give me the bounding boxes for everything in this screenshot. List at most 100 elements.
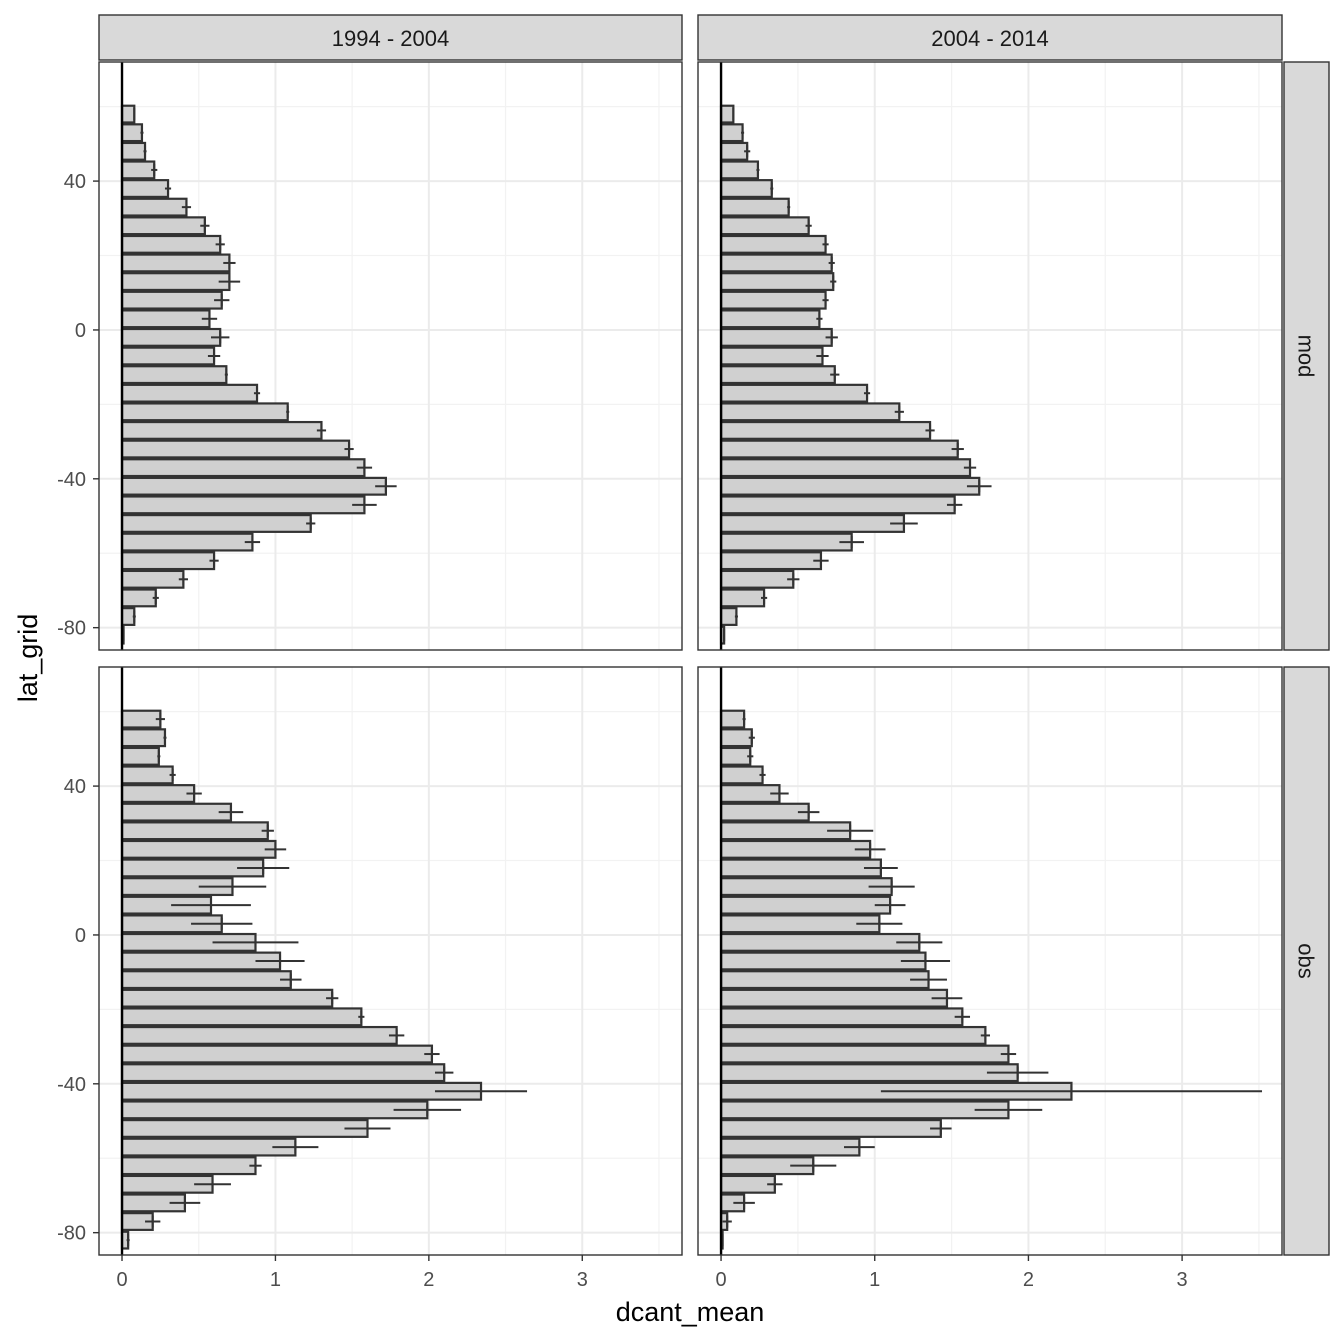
bar bbox=[120, 1044, 434, 1064]
bar bbox=[719, 709, 746, 729]
y-tick-label: 40 bbox=[64, 776, 86, 798]
bar bbox=[120, 709, 162, 729]
bar bbox=[719, 569, 795, 589]
bar bbox=[120, 988, 334, 1008]
bar bbox=[120, 802, 233, 822]
bar bbox=[120, 216, 206, 236]
bar bbox=[120, 765, 174, 785]
y-tick-label: 0 bbox=[75, 320, 86, 342]
x-tick-label: 3 bbox=[577, 1269, 588, 1291]
bar bbox=[719, 1137, 861, 1157]
bar bbox=[719, 179, 773, 199]
bar bbox=[719, 197, 790, 217]
bar bbox=[120, 746, 160, 766]
x-tick-label: 1 bbox=[869, 1269, 880, 1291]
bar bbox=[719, 970, 930, 990]
panel-2004-2014-obs bbox=[697, 666, 1283, 1256]
bar bbox=[719, 383, 869, 403]
y-tick-label: 40 bbox=[64, 171, 86, 193]
bar bbox=[120, 513, 312, 533]
bar bbox=[719, 123, 744, 143]
bar bbox=[120, 346, 216, 366]
bar bbox=[719, 513, 906, 533]
row-strip-mod bbox=[1283, 61, 1330, 651]
bar bbox=[719, 1044, 1010, 1064]
bar bbox=[120, 420, 323, 440]
bar bbox=[719, 327, 833, 347]
y-tick-label: 0 bbox=[75, 925, 86, 947]
bar bbox=[719, 1100, 1010, 1120]
bar bbox=[120, 1118, 369, 1138]
bar bbox=[719, 1118, 942, 1138]
bar bbox=[719, 160, 760, 180]
bar bbox=[120, 197, 188, 217]
bar bbox=[120, 290, 223, 310]
bar bbox=[719, 877, 893, 897]
bar bbox=[719, 420, 932, 440]
panel-border bbox=[697, 666, 1283, 1256]
bar bbox=[120, 569, 185, 589]
row-strip-obs bbox=[1283, 666, 1330, 1256]
bar bbox=[719, 932, 921, 952]
x-tick-label: 0 bbox=[715, 1269, 726, 1291]
bar bbox=[120, 439, 351, 459]
strips-layer: 1994 - 2004 2004 - 2014 mod obs bbox=[98, 14, 1330, 1256]
row-strip-label-mod: mod bbox=[1294, 335, 1319, 378]
bar bbox=[719, 141, 749, 161]
y-tick-label: -40 bbox=[57, 469, 86, 491]
bar bbox=[719, 272, 835, 292]
bar bbox=[120, 532, 254, 552]
bar bbox=[719, 532, 853, 552]
bar bbox=[719, 104, 735, 124]
bar bbox=[719, 728, 753, 748]
panel-border bbox=[697, 61, 1283, 651]
bar bbox=[120, 458, 366, 478]
bar bbox=[719, 746, 752, 766]
bar bbox=[120, 1156, 257, 1176]
bar bbox=[120, 402, 289, 422]
bar bbox=[719, 765, 764, 785]
col-strip-1994-2004 bbox=[98, 14, 683, 61]
bar bbox=[719, 839, 872, 859]
panel-border bbox=[98, 666, 683, 1256]
bar bbox=[120, 588, 157, 608]
bar bbox=[719, 1007, 964, 1027]
row-strip-label-obs: obs bbox=[1294, 943, 1319, 978]
bar bbox=[719, 951, 927, 971]
y-tick-label: -80 bbox=[57, 618, 86, 640]
bar bbox=[719, 290, 827, 310]
panel-1994-2004-obs bbox=[98, 666, 683, 1256]
bar bbox=[120, 495, 366, 515]
bar bbox=[120, 234, 222, 254]
bar bbox=[120, 1137, 297, 1157]
bar bbox=[120, 551, 216, 571]
bar bbox=[719, 551, 823, 571]
col-strip-label-1994-2004: 1994 - 2004 bbox=[332, 26, 449, 51]
bar bbox=[719, 607, 738, 626]
bar bbox=[120, 272, 231, 292]
bar bbox=[719, 309, 821, 329]
bar bbox=[719, 253, 833, 273]
bar bbox=[120, 327, 222, 347]
bar bbox=[120, 253, 231, 273]
bar bbox=[719, 402, 901, 422]
x-axis-title: dcant_mean bbox=[616, 1297, 765, 1327]
bar bbox=[120, 1063, 446, 1083]
bar bbox=[719, 914, 881, 934]
bar bbox=[719, 365, 836, 385]
bar bbox=[120, 123, 144, 143]
bar bbox=[120, 104, 136, 124]
bar bbox=[719, 346, 824, 366]
bar bbox=[120, 1025, 398, 1045]
bar bbox=[719, 802, 810, 822]
bar bbox=[120, 476, 387, 496]
bar bbox=[120, 821, 269, 841]
bar bbox=[120, 309, 211, 329]
x-tick-label: 0 bbox=[116, 1269, 127, 1291]
panel-border bbox=[98, 61, 683, 651]
bar bbox=[120, 365, 228, 385]
col-strip-2004-2014 bbox=[697, 14, 1283, 61]
bar bbox=[120, 1081, 483, 1101]
bar bbox=[719, 1063, 1019, 1083]
